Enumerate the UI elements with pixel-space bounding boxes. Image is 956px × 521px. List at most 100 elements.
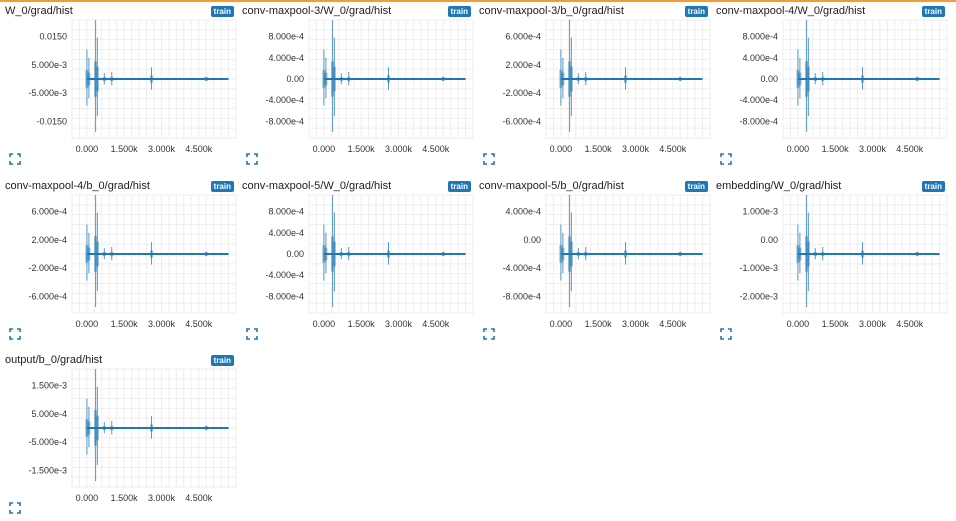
x-tick-label: 3.000k — [148, 319, 176, 329]
series-band — [678, 77, 682, 81]
series-band — [94, 61, 98, 97]
chart-card: conv-maxpool-4/W_0/grad/hist train 8.000e-… — [711, 0, 948, 172]
y-tick-label: 6.000e-4 — [31, 207, 67, 217]
expand-icon[interactable] — [9, 153, 21, 165]
chart-title: output/b_0/grad/hist — [5, 354, 103, 366]
y-tick-label: -8.000e-4 — [502, 291, 541, 301]
run-badge[interactable]: train — [210, 355, 234, 366]
x-tick-label: 0.000 — [313, 144, 336, 154]
chart-title: W_0/grad/hist — [5, 5, 73, 17]
series-band — [805, 61, 809, 97]
x-tick-label: 1.500k — [111, 319, 139, 329]
expand-icon[interactable] — [720, 328, 732, 340]
x-tick-label: 4.500k — [659, 144, 687, 154]
series-band — [821, 76, 825, 82]
run-badge[interactable]: train — [210, 6, 234, 17]
chart-title: conv-maxpool-4/W_0/grad/hist — [716, 5, 866, 17]
series-band — [441, 252, 445, 256]
chart-title: conv-maxpool-5/W_0/grad/hist — [242, 180, 392, 192]
series-band — [339, 77, 343, 81]
y-tick-label: -4.000e-4 — [265, 270, 304, 280]
run-badge[interactable]: train — [210, 181, 234, 192]
series-band — [568, 61, 572, 97]
series-band — [95, 415, 99, 441]
x-tick-label: 4.500k — [185, 319, 213, 329]
top-accent-bar — [0, 0, 956, 2]
chart-card: output/b_0/grad/hist train 1.500e-3 5.000e-… — [0, 349, 237, 521]
expand-icon[interactable] — [9, 328, 21, 340]
expand-icon[interactable] — [483, 328, 495, 340]
series-band — [568, 236, 572, 272]
run-badge[interactable]: train — [447, 181, 471, 192]
series-band — [798, 247, 802, 261]
x-tick-label: 4.500k — [659, 319, 687, 329]
series-band — [569, 241, 573, 267]
y-tick-label: 8.000e-4 — [268, 207, 304, 217]
chart-card: conv-maxpool-5/b_0/grad/hist train 4.000e-… — [474, 175, 711, 347]
series-band — [102, 252, 106, 256]
series-band — [798, 72, 802, 86]
run-badge[interactable]: train — [684, 6, 708, 17]
y-tick-label: 4.000e-4 — [268, 53, 304, 63]
x-tick-label: 3.000k — [385, 319, 413, 329]
horizontal-gridlines — [783, 19, 947, 139]
series-band — [204, 426, 208, 430]
histogram-plot: 8.000e-4 4.000e-4 0.00 -4.000e-4 -8.000e-4 0.… — [265, 19, 474, 154]
series-band — [95, 241, 99, 267]
series-band — [332, 241, 336, 267]
x-tick-label: 4.500k — [896, 319, 924, 329]
series-band — [85, 419, 89, 437]
y-tick-label: 6.000e-4 — [505, 32, 541, 42]
series-band — [806, 241, 810, 267]
series-band — [102, 77, 106, 81]
series-band — [805, 236, 809, 272]
x-tick-label: 3.000k — [148, 144, 176, 154]
x-tick-label: 4.500k — [422, 144, 450, 154]
run-badge[interactable]: train — [921, 6, 945, 17]
x-tick-label: 3.000k — [859, 144, 887, 154]
x-tick-label: 1.500k — [111, 493, 139, 503]
x-tick-label: 1.500k — [111, 144, 139, 154]
x-tick-label: 1.500k — [822, 319, 850, 329]
x-tick-label: 4.500k — [185, 493, 213, 503]
x-tick-label: 3.000k — [622, 144, 650, 154]
series-band — [915, 77, 919, 81]
expand-icon[interactable] — [246, 153, 258, 165]
x-tick-label: 0.000 — [313, 319, 336, 329]
series-band — [561, 247, 565, 261]
y-tick-label: -4.000e-4 — [502, 263, 541, 273]
series-spikes — [796, 20, 919, 133]
series-spikes — [322, 195, 445, 308]
series-band — [95, 66, 99, 92]
chart-title: conv-maxpool-4/b_0/grad/hist — [5, 180, 150, 192]
series-band — [331, 236, 335, 272]
series-band — [813, 77, 817, 81]
series-spikes — [559, 20, 682, 133]
y-tick-label: 4.000e-4 — [742, 53, 778, 63]
run-badge[interactable]: train — [921, 181, 945, 192]
x-tick-label: 4.500k — [185, 144, 213, 154]
series-band — [94, 236, 98, 272]
series-spikes — [322, 20, 445, 133]
y-tick-label: -6.000e-4 — [28, 291, 67, 301]
expand-icon[interactable] — [720, 153, 732, 165]
series-band — [821, 251, 825, 257]
series-band — [204, 77, 208, 81]
expand-icon[interactable] — [483, 153, 495, 165]
run-badge[interactable]: train — [684, 181, 708, 192]
series-band — [87, 421, 91, 435]
y-tick-label: 5.000e-3 — [31, 60, 67, 70]
series-band — [85, 245, 89, 263]
x-tick-label: 3.000k — [622, 319, 650, 329]
series-band — [150, 424, 154, 432]
y-tick-label: 4.000e-4 — [505, 207, 541, 217]
y-tick-label: 0.00 — [286, 249, 304, 259]
series-spikes — [85, 369, 208, 482]
run-badge[interactable]: train — [447, 6, 471, 17]
x-tick-label: 0.000 — [76, 493, 99, 503]
series-band — [678, 252, 682, 256]
expand-icon[interactable] — [246, 328, 258, 340]
y-tick-label: 5.000e-4 — [31, 409, 67, 419]
y-tick-label: 0.00 — [286, 74, 304, 84]
series-band — [87, 72, 91, 86]
